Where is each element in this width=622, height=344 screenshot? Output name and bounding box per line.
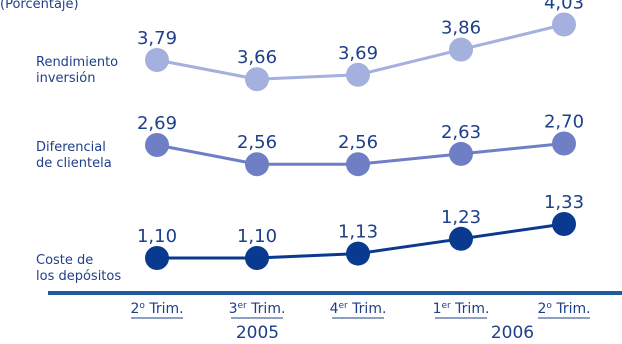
data-label: 2,69 <box>137 113 177 134</box>
x-tick-label: 2o Trim. <box>130 301 183 317</box>
data-point <box>552 212 576 236</box>
x-tick-label: 4er Trim. <box>330 301 387 317</box>
data-point <box>245 152 269 177</box>
year-label: 2006 <box>491 323 534 343</box>
series-name: inversión <box>36 71 95 86</box>
data-point <box>145 48 169 72</box>
data-label: 1,23 <box>441 207 481 228</box>
data-point <box>245 67 269 92</box>
series-name: Coste de <box>36 253 93 268</box>
series-name: de clientela <box>36 156 112 171</box>
data-point <box>449 141 473 166</box>
data-point <box>449 226 473 251</box>
data-point <box>449 37 473 62</box>
series-name: Diferencial <box>36 140 106 155</box>
data-point <box>346 62 370 87</box>
data-point <box>245 246 269 270</box>
data-label: 2,56 <box>338 132 378 153</box>
data-label: 1,33 <box>544 192 584 213</box>
data-label: 4,03 <box>544 0 584 14</box>
x-tick-label: 1er Trim. <box>433 301 490 317</box>
data-label: 2,70 <box>544 112 584 133</box>
x-tick-label: 3er Trim. <box>229 301 286 317</box>
data-label: 1,10 <box>237 226 277 247</box>
data-label: 1,13 <box>338 222 378 243</box>
data-point <box>552 131 576 156</box>
year-label: 2005 <box>236 323 279 343</box>
data-label: 1,10 <box>137 226 177 247</box>
data-label: 3,86 <box>441 18 481 39</box>
unit-label: (Porcentaje) <box>0 0 79 12</box>
data-point <box>552 12 576 37</box>
series-name: Rendimiento <box>36 55 118 70</box>
data-label: 3,79 <box>137 28 177 49</box>
data-point <box>145 133 169 157</box>
series-name: los depósitos <box>36 269 121 284</box>
data-label: 3,66 <box>237 47 277 68</box>
data-label: 3,69 <box>338 43 378 64</box>
x-tick-label: 2o Trim. <box>537 301 590 317</box>
data-point <box>145 246 169 270</box>
data-point <box>346 241 370 266</box>
data-point <box>346 152 370 177</box>
data-label: 2,63 <box>441 122 481 143</box>
data-label: 2,56 <box>237 132 277 153</box>
